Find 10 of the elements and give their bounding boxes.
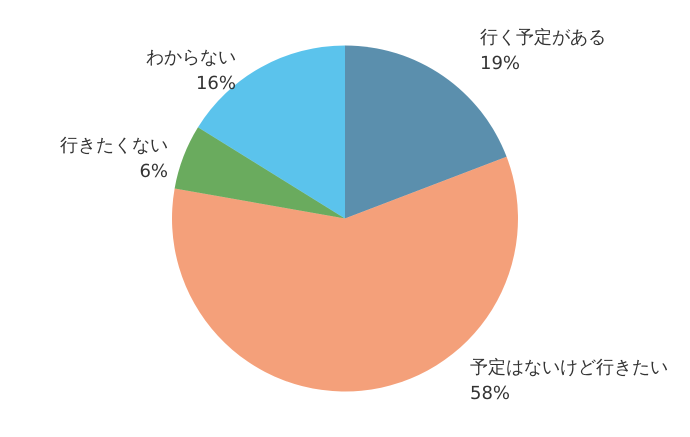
- slice-label: わからない: [146, 47, 236, 68]
- data-label: 19%: [480, 53, 520, 74]
- slice-label: 予定はないけど行きたい: [470, 357, 668, 378]
- slice-label: 行きたくない: [60, 135, 168, 156]
- data-label: 16%: [196, 73, 236, 94]
- pie-slice: [174, 127, 345, 218]
- data-label: 58%: [470, 383, 510, 404]
- data-label: 6%: [139, 161, 168, 182]
- slice-label: 行く予定がある: [480, 27, 606, 48]
- pie-slice: [198, 46, 345, 218]
